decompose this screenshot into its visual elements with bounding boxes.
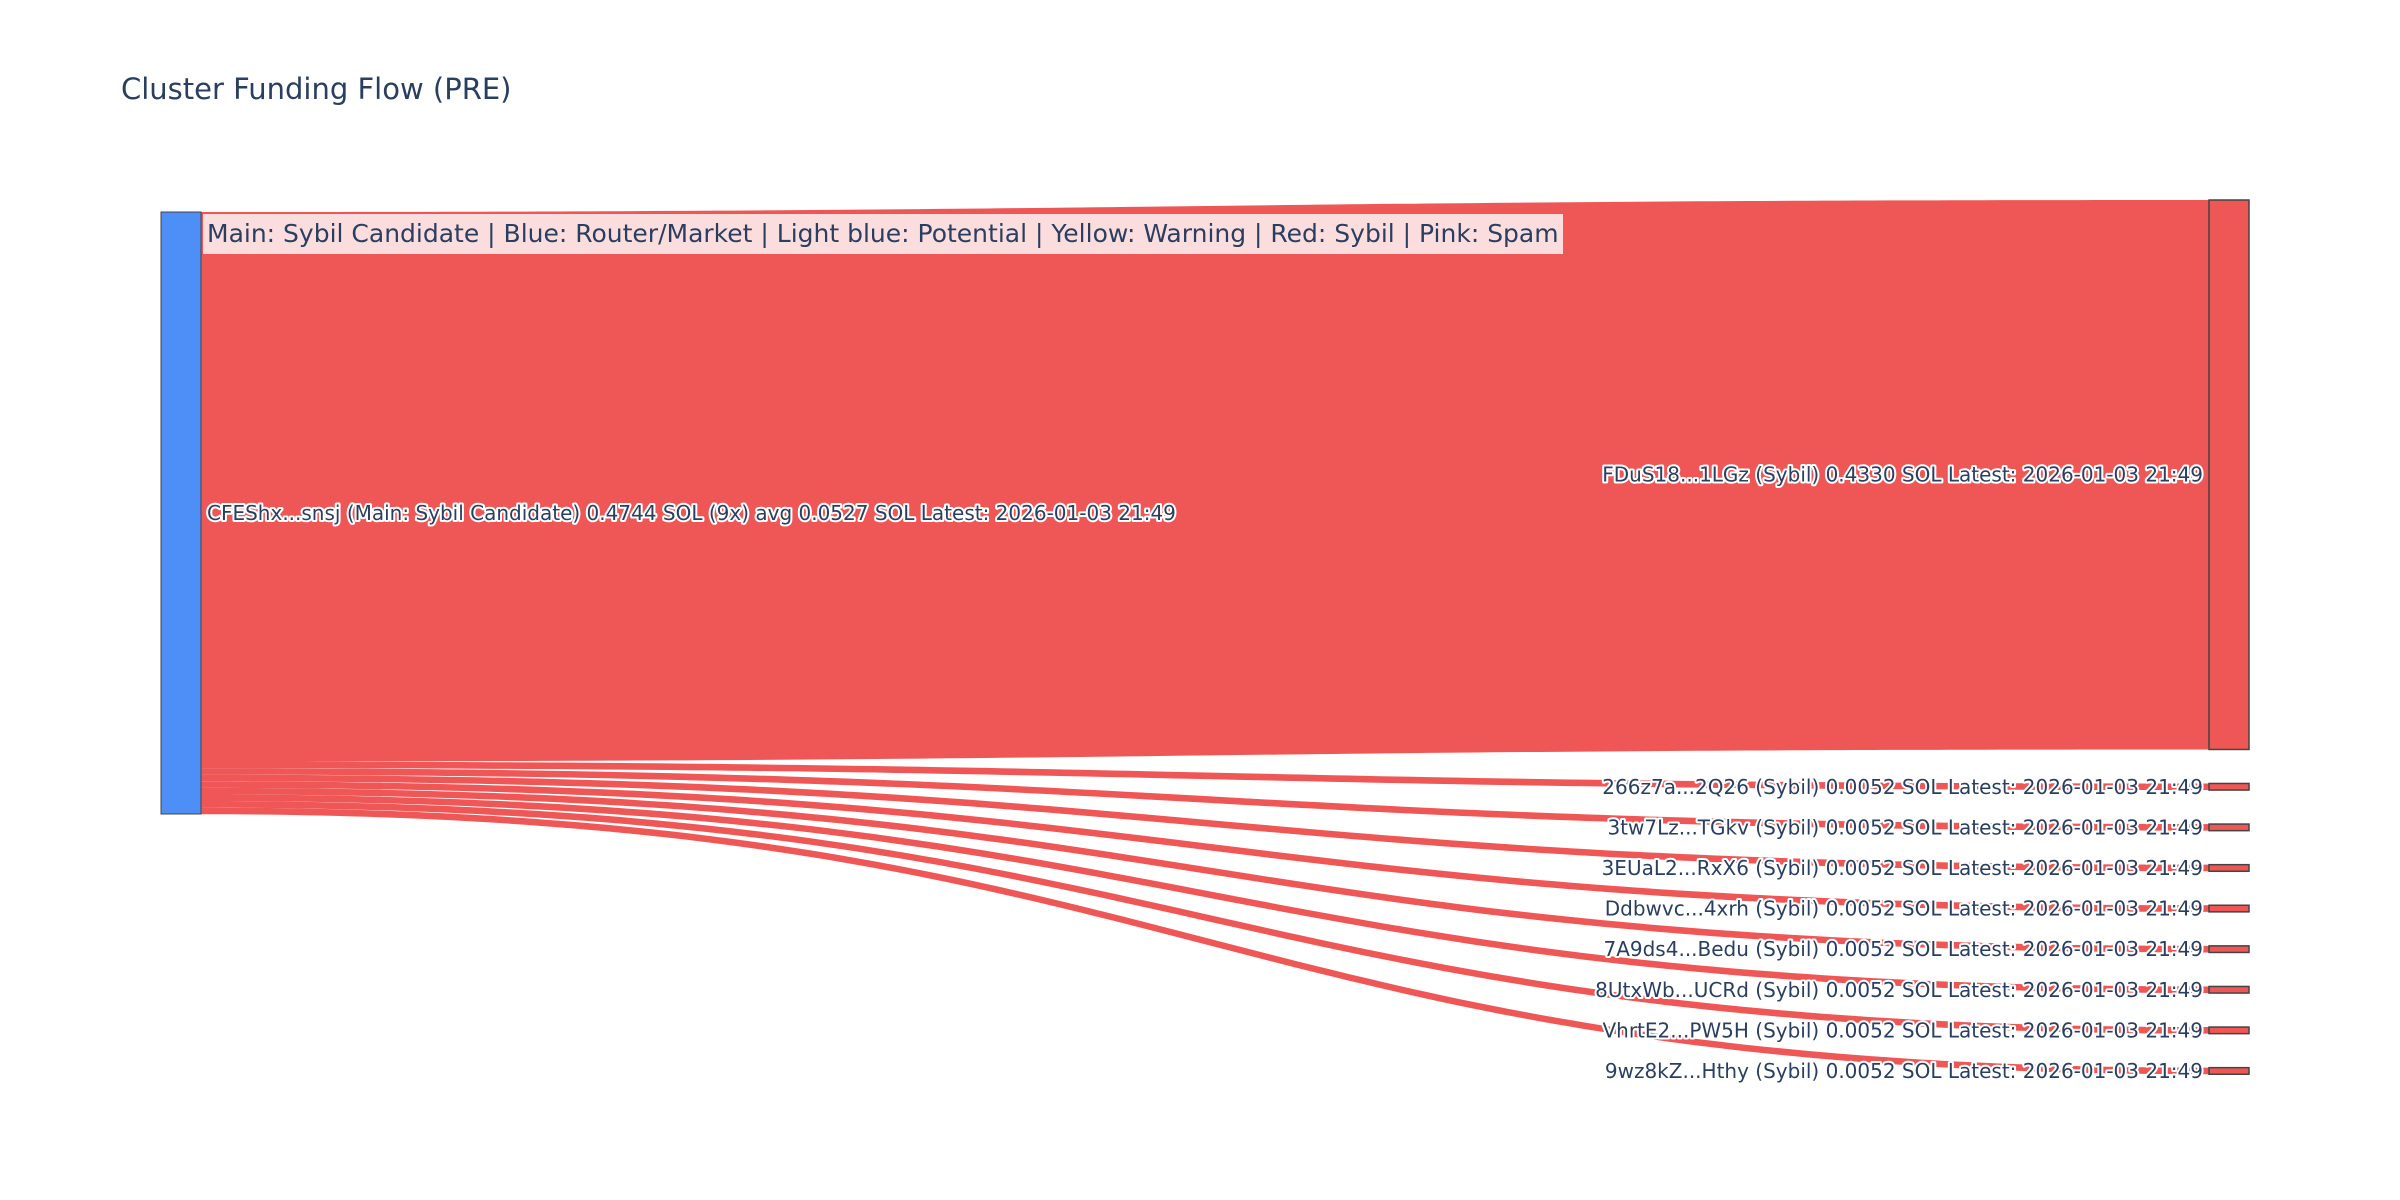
- sankey-label-target-8: 9wz8kZ...Hthy (Sybil) 0.0052 SOL Latest:…: [1605, 1059, 2203, 1083]
- sankey-links: [201, 200, 2209, 1075]
- sankey-label-target-5: 7A9ds4...Bedu (Sybil) 0.0052 SOL Latest:…: [1603, 937, 2203, 961]
- sankey-label-target-7: VhrtE2...PW5H (Sybil) 0.0052 SOL Latest:…: [1602, 1018, 2203, 1042]
- sankey-node-target-5: [2208, 945, 2250, 954]
- sankey-link-3: [201, 774, 2209, 872]
- sankey-node-source: [160, 211, 202, 815]
- sankey-label-target-3: 3EUaL2...RxX6 (Sybil) 0.0052 SOL Latest:…: [1602, 856, 2203, 880]
- sankey-label-target-1: 266z7a...2Q26 (Sybil) 0.0052 SOL Latest:…: [1602, 775, 2203, 799]
- sankey-link-8: [201, 807, 2209, 1075]
- sankey-link-2: [201, 768, 2209, 831]
- sankey-node-target-7: [2208, 1026, 2250, 1035]
- sankey-label-source: CFEShx...snsj (Main: Sybil Candidate) 0.…: [207, 501, 1176, 525]
- sankey-nodes: [160, 199, 2250, 1076]
- legend-annotation: Main: Sybil Candidate | Blue: Router/Mar…: [203, 214, 1563, 254]
- sankey-label-target-2: 3tw7Lz...TGkv (Sybil) 0.0052 SOL Latest:…: [1607, 815, 2203, 839]
- sankey-node-target-2: [2208, 823, 2250, 832]
- sankey-node-target-8: [2208, 1066, 2250, 1076]
- sankey-label-target-4: Ddbwvc...4xrh (Sybil) 0.0052 SOL Latest:…: [1605, 897, 2203, 921]
- sankey-link-5: [201, 787, 2209, 953]
- chart-title: Cluster Funding Flow (PRE): [121, 72, 512, 106]
- sankey-node-target-6: [2208, 985, 2250, 994]
- sankey-label-target-0: FDuS18...1LGz (Sybil) 0.4330 SOL Latest:…: [1602, 463, 2203, 487]
- sankey-node-target-0: [2208, 199, 2250, 751]
- sankey-node-target-1: [2208, 782, 2250, 791]
- sankey-label-target-6: 8UtxWb...UCRd (Sybil) 0.0052 SOL Latest:…: [1595, 978, 2203, 1002]
- sankey-link-6: [201, 794, 2209, 994]
- sankey-link-0: [201, 200, 2209, 762]
- sankey-link-7: [201, 801, 2209, 1034]
- sankey-link-4: [201, 781, 2209, 912]
- sankey-node-target-3: [2208, 863, 2250, 873]
- sankey-link-1: [201, 761, 2209, 791]
- sankey-labels: CFEShx...snsj (Main: Sybil Candidate) 0.…: [205, 461, 2205, 1085]
- sankey-node-target-4: [2208, 904, 2250, 913]
